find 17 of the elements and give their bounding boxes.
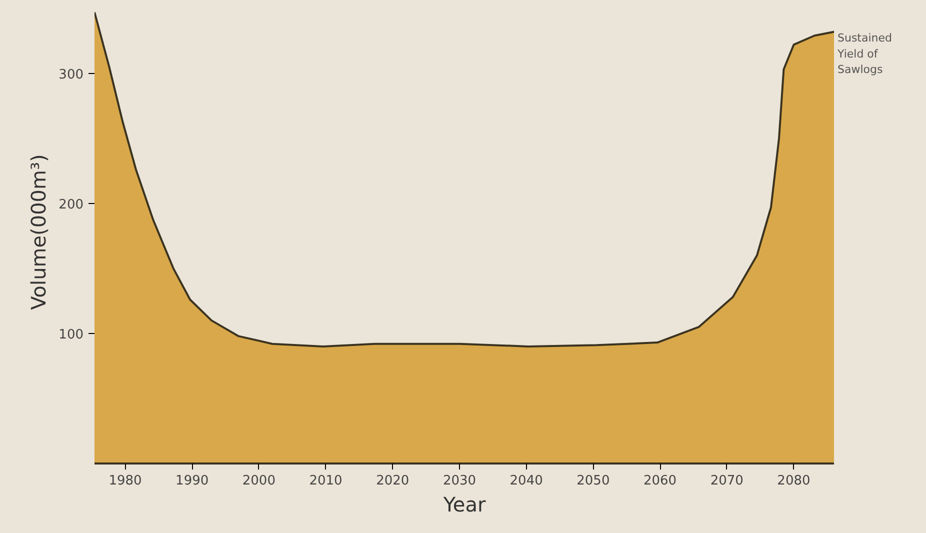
x-tick-label: 2010 [309,474,342,488]
y-tick-label: 100 [58,327,84,342]
x-tick-label: 2020 [376,474,410,488]
x-tick-label: 1990 [176,474,209,488]
x-axis-title: Year [442,492,486,516]
x-tick-label: 2000 [242,474,276,488]
y-tick-label: 200 [58,197,84,212]
annotation: Sustained Yield of Sawlogs [836,32,892,76]
x-tick-label: 2030 [442,474,476,488]
x-tick-label: 2060 [643,474,677,488]
y-axis-title: Volume(000m³) [26,154,51,310]
y-tick-label: 300 [58,67,84,82]
x-tick-label: 1980 [108,474,142,488]
x-tick-label: 2070 [710,474,744,488]
x-tick-label: 2080 [777,474,810,488]
x-tick-label: 2050 [576,474,610,488]
x-tick-label: 2040 [510,474,543,488]
